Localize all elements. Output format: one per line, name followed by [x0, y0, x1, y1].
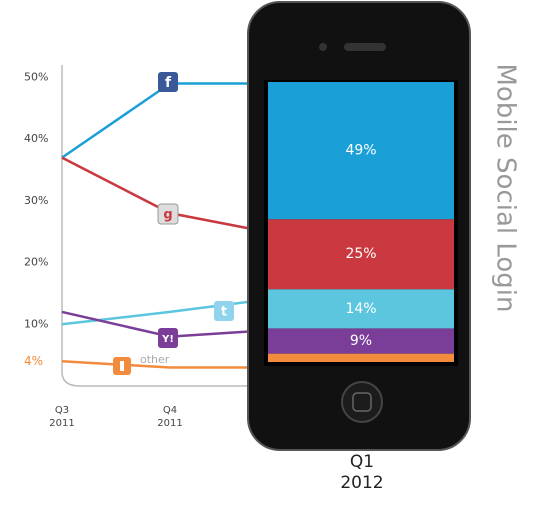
data-label: 9%	[350, 333, 372, 349]
svg-text:t: t	[221, 305, 227, 320]
series-line	[61, 360, 266, 369]
data-label: 4%	[24, 354, 43, 368]
share-bar	[268, 82, 454, 220]
svg-text:Y!: Y!	[161, 334, 174, 345]
legend-label: other	[140, 353, 170, 366]
other-icon	[113, 357, 131, 375]
twitter-icon: t	[214, 301, 234, 321]
share-bar	[268, 353, 454, 362]
series-line	[61, 298, 267, 326]
facebook-icon: f	[158, 72, 178, 92]
phone-speaker	[344, 43, 386, 51]
home-button-icon	[352, 392, 372, 412]
x-tick-label: Q1 2012	[340, 452, 384, 493]
y-tick-label: 50%	[24, 70, 48, 83]
data-label: 14%	[345, 301, 376, 317]
svg-text:g: g	[163, 208, 172, 223]
chart-title: Mobile Social Login	[491, 63, 521, 312]
google-icon: g	[157, 203, 179, 225]
x-tick-label: Q3 2011	[49, 405, 75, 429]
axis	[61, 65, 260, 387]
phone-camera	[319, 43, 327, 51]
data-label: 49%	[345, 143, 376, 159]
share-bar	[268, 328, 454, 354]
home-button	[341, 381, 383, 423]
x-tick-label: Q4 2011	[157, 405, 183, 429]
y-tick-label: 30%	[24, 194, 48, 207]
y-tick-label: 40%	[24, 132, 48, 145]
yahoo-icon: Y!	[158, 328, 178, 348]
data-label: 25%	[345, 246, 376, 262]
share-bar	[268, 289, 454, 329]
series-line	[61, 82, 266, 159]
y-tick-label: 20%	[24, 256, 48, 269]
y-tick-label: 10%	[24, 317, 48, 330]
svg-text:f: f	[165, 75, 172, 91]
share-bar	[268, 219, 454, 290]
